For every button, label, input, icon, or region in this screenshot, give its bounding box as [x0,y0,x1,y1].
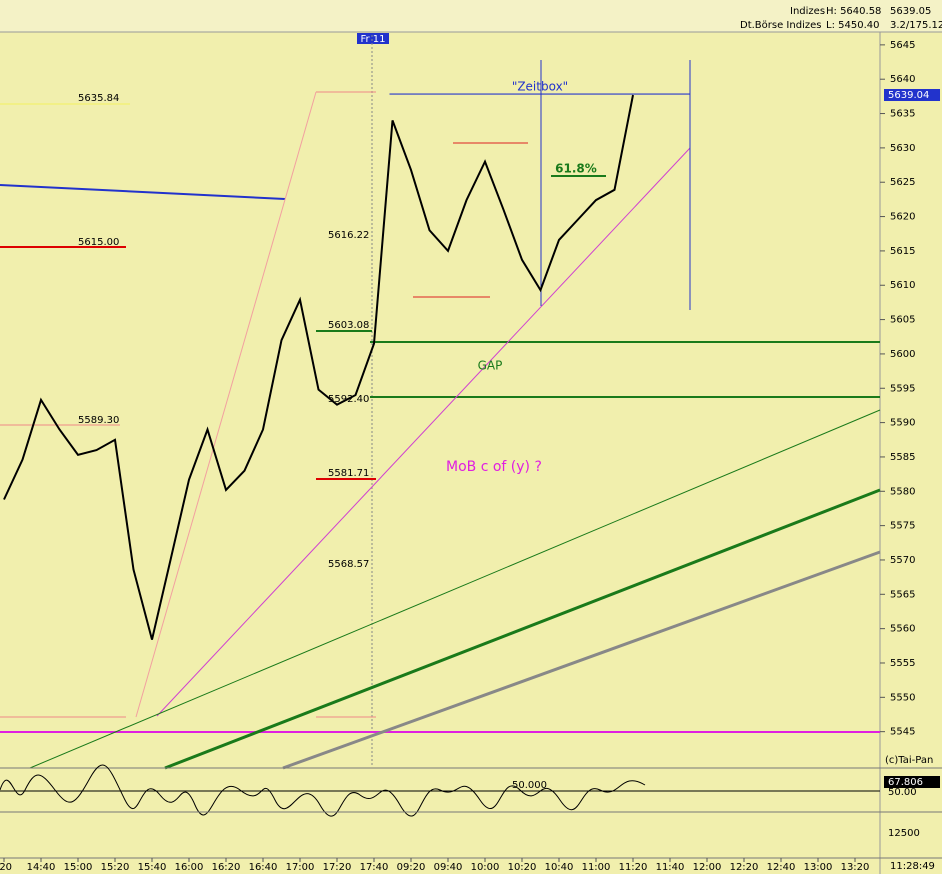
x-tick-label: 13:20 [841,862,870,873]
x-tick-label: :20 [0,862,12,873]
price-label: 5635.84 [78,93,119,104]
y-tick-label: 5635 [890,109,915,120]
current-price: 5639.04 [888,90,929,101]
price-label: 5581.71 [328,468,369,479]
x-tick-label: 16:00 [175,862,204,873]
x-tick-label: 16:40 [249,862,278,873]
x-tick-label: 09:20 [397,862,426,873]
x-tick-label: 17:20 [323,862,352,873]
y-tick-label: 5580 [890,486,915,497]
y-tick-label: 5625 [890,177,915,188]
y-tick-label: 5600 [890,349,915,360]
y-tick-label: 5630 [890,143,915,154]
x-tick-label: 17:00 [286,862,315,873]
x-tick-label: 15:20 [101,862,130,873]
exchange: Dt.Börse Indizes [740,20,821,31]
x-tick-label: 15:00 [64,862,93,873]
clock: 11:28:49 [890,861,935,872]
price-line [3,94,634,640]
x-tick-label: 12:00 [693,862,722,873]
y-tick-label: 5555 [890,658,915,669]
y-tick-label: 5570 [890,555,915,566]
x-tick-label: 10:40 [545,862,574,873]
price-label: 5589.30 [78,415,119,426]
y-tick-label: 5585 [890,452,915,463]
last: 5639.05 [890,6,931,17]
zeitbox-label: "Zeitbox" [512,80,568,94]
osc-value: 67.806 [888,777,923,788]
x-tick-label: 17:40 [360,862,389,873]
osc-axis: 50.00 [888,787,917,798]
osc-level-label: 50.000 [512,780,547,791]
price-label: 5615.00 [78,237,119,248]
price-label: 5616.22 [328,230,369,241]
x-tick-label: 12:40 [767,862,796,873]
market: Indizes [790,6,825,17]
x-tick-label: 11:40 [656,862,685,873]
high: H: 5640.58 [826,6,881,17]
x-tick-label: 11:00 [582,862,611,873]
wave-label: MoB c of (y) ? [446,459,542,475]
x-tick-label: 15:40 [138,862,167,873]
y-tick-label: 5615 [890,246,915,257]
y-tick-label: 5645 [890,40,915,51]
current-price-box [884,89,940,102]
y-tick-label: 5565 [890,589,915,600]
channel-line [29,409,881,769]
header-bar [0,0,942,32]
y-tick-label: 5550 [890,692,915,703]
x-tick-label: 09:40 [434,862,463,873]
y-tick-label: 5595 [890,383,915,394]
gap-label: GAP [478,359,503,373]
low: L: 5450.40 [826,20,879,31]
channel-line [282,550,881,770]
y-tick-label: 5620 [890,212,915,223]
copyright: (c)Tai-Pan [885,755,933,766]
x-tick-label: 10:20 [508,862,537,873]
price-label: 5568.57 [328,559,369,570]
x-tick-label: 12:20 [730,862,759,873]
y-tick-label: 5605 [890,315,915,326]
trend-line [0,184,286,200]
y-tick-label: 5640 [890,74,915,85]
channel-line [164,488,881,770]
x-tick-label: 16:20 [212,862,241,873]
y-tick-label: 5590 [890,418,915,429]
y-tick-label: 5545 [890,727,915,738]
day-marker-box [357,33,389,44]
fib-label: 61.8% [555,162,597,176]
oscillator [0,764,646,817]
change: 3.2/175.12 [890,20,942,31]
y-tick-label: 5610 [890,280,915,291]
trend-line [156,147,691,717]
fib-line [135,91,317,718]
day-marker: Fr 11 [360,34,385,45]
x-tick-label: 11:20 [619,862,648,873]
price-label: 5603.08 [328,320,369,331]
x-tick-label: 14:40 [27,862,56,873]
y-tick-label: 5575 [890,521,915,532]
y-tick-label: 5560 [890,624,915,635]
volume-axis: 12500 [888,828,920,839]
x-tick-label: 10:00 [471,862,500,873]
x-tick-label: 13:00 [804,862,833,873]
osc-value-box [884,776,940,788]
